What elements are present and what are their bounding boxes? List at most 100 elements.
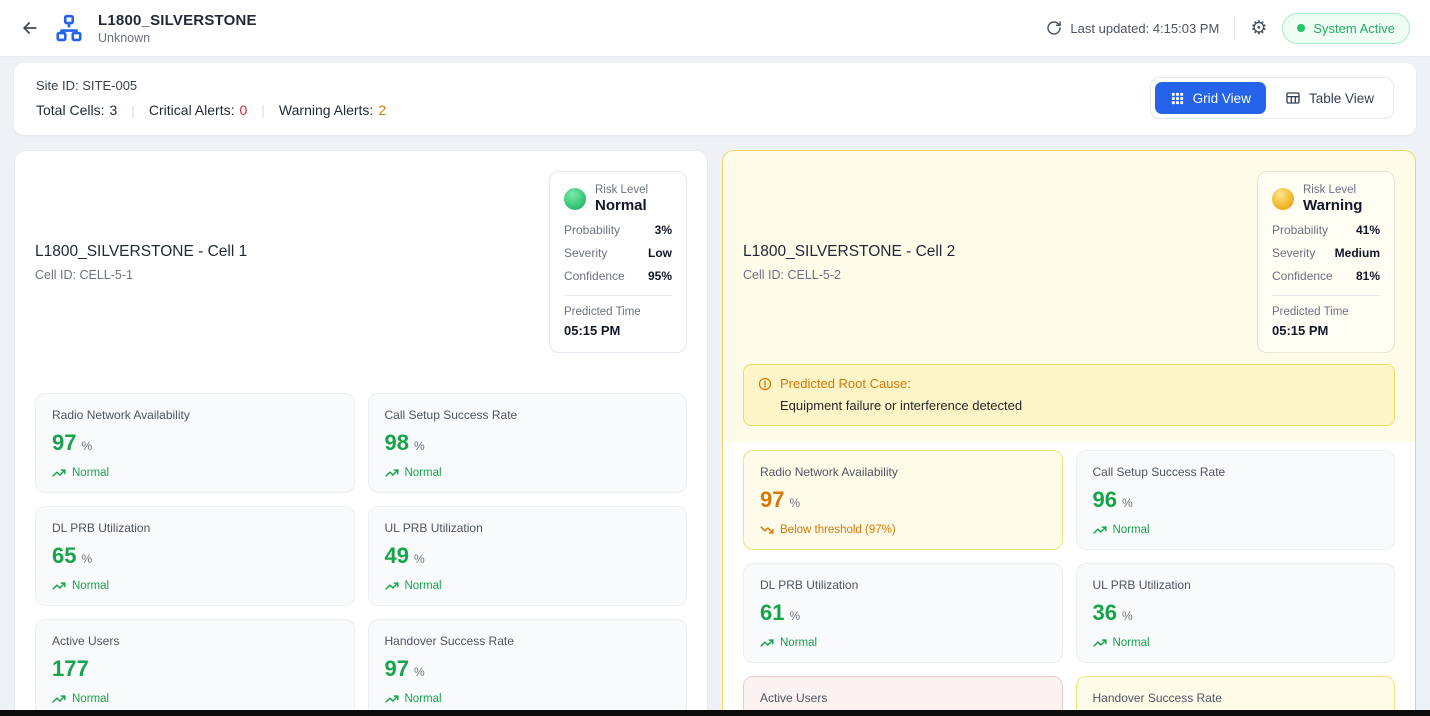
cell-title: L1800_SILVERSTONE - Cell 1 [35, 242, 248, 260]
metric-label: Radio Network Availability [760, 465, 898, 479]
risk-level-label: Risk Level [595, 184, 649, 196]
metric-status-text: Normal [404, 693, 442, 705]
alert-circle-icon [758, 377, 772, 390]
metric-status: Normal [384, 692, 671, 706]
trend-up-icon [52, 469, 66, 477]
metric-tile: Active Users 448 Above threshold (400) [743, 676, 1063, 716]
metric-status-text: Normal [72, 693, 110, 705]
metric-status: Normal [52, 692, 338, 706]
metric-value-row: 36 % [1093, 600, 1379, 626]
grid-icon [1171, 92, 1183, 104]
metric-status-text: Normal [780, 637, 818, 649]
divider: | [131, 102, 135, 118]
root-cause-description: Equipment failure or interference detect… [780, 398, 1023, 413]
predicted-time-value: 05:15 PM [1272, 323, 1329, 338]
risk-level-value: Warning [1303, 197, 1363, 214]
top-bar: L1800_SILVERSTONE Unknown Last updated: … [0, 0, 1430, 57]
metric-value-row: 65 % [52, 543, 338, 569]
metric-status-text: Below threshold (97%) [780, 524, 896, 536]
trend-down-icon [760, 526, 774, 534]
metric-status-text: Normal [72, 580, 110, 592]
site-info-bar: Site ID: SITE-005 Total Cells: 3 | Criti… [14, 63, 1416, 135]
metric-unit: % [1121, 609, 1133, 623]
metric-tile: Handover Success Rate 97 % Normal [367, 619, 687, 716]
divider [1234, 16, 1236, 40]
metric-tile: Radio Network Availability 97 % Below th… [743, 450, 1063, 550]
predicted-time-value: 05:15 PM [564, 323, 621, 338]
root-cause-alert: Predicted Root Cause: Equipment failure … [743, 364, 1395, 426]
risk-row: Confidence 95% [564, 269, 672, 283]
divider [1272, 295, 1380, 296]
risk-warning-icon [1272, 188, 1294, 210]
risk-row: Severity Medium [1272, 246, 1380, 260]
metric-value-row: 97 % [52, 430, 338, 456]
risk-level-label: Risk Level [1303, 184, 1357, 196]
site-id: Site ID: SITE-005 [36, 78, 138, 93]
metric-status: Normal [384, 466, 671, 480]
metric-value-row: 61 % [760, 600, 1046, 626]
metric-value: 36 [1092, 600, 1117, 625]
metric-status-text: Normal [1112, 524, 1150, 536]
risk-row: Probability 3% [564, 223, 672, 237]
critical-alerts-value: 0 [239, 102, 248, 118]
divider: | [261, 102, 265, 118]
metric-value-row: 96 % [1093, 487, 1379, 513]
metric-tile: UL PRB Utilization 36 % Normal [1075, 563, 1395, 663]
warning-alerts-stat: Warning Alerts: 2 [278, 102, 387, 118]
cell-card-1: L1800_SILVERSTONE - Cell 1 Cell ID: CELL… [14, 150, 708, 716]
metric-status: Normal [1092, 523, 1379, 537]
metric-tile: DL PRB Utilization 61 % Normal [743, 563, 1063, 663]
metric-status: Normal [52, 466, 338, 480]
metric-label: Radio Network Availability [52, 408, 190, 422]
metric-label: Active Users [760, 691, 828, 705]
risk-panel: Risk Level Normal Probability 3% Severity… [549, 171, 687, 353]
metric-unit: % [413, 439, 425, 453]
metric-label: UL PRB Utilization [384, 521, 483, 535]
metric-value-row: 97 % [385, 656, 671, 682]
arrow-left-icon [23, 22, 37, 34]
settings-button[interactable]: ⚙ [1250, 19, 1267, 38]
trend-up-icon [1092, 526, 1107, 534]
metric-label: DL PRB Utilization [52, 521, 151, 535]
cell-id: Cell ID: CELL-5-1 [35, 267, 133, 282]
metric-label: Active Users [52, 634, 120, 648]
green-dot-icon [1297, 24, 1306, 32]
metric-value: 49 [384, 543, 409, 568]
trend-up-icon [384, 469, 399, 477]
table-icon [1286, 92, 1300, 104]
cell-title: L1800_SILVERSTONE - Cell 2 [743, 242, 956, 260]
metric-tile: Call Setup Success Rate 98 % Normal [367, 393, 687, 493]
metric-tile: UL PRB Utilization 49 % Normal [367, 506, 687, 606]
system-status-label: System Active [1313, 20, 1395, 36]
metric-status-text: Normal [404, 467, 442, 479]
back-button[interactable] [20, 18, 40, 38]
risk-level-value: Normal [595, 197, 647, 214]
cell-card-2: L1800_SILVERSTONE - Cell 2 Cell ID: CELL… [722, 150, 1416, 716]
metric-value-row: 49 % [385, 543, 671, 569]
trend-up-icon [1092, 639, 1107, 647]
metric-value: 61 [760, 600, 785, 625]
root-cause-title: Predicted Root Cause: [780, 376, 911, 391]
metric-unit: % [789, 609, 801, 623]
trend-up-icon [760, 639, 774, 647]
metric-label: Call Setup Success Rate [384, 408, 518, 422]
predicted-time-label: Predicted Time [564, 306, 641, 318]
metrics-grid: Radio Network Availability 97 % Normal C… [15, 353, 707, 716]
metric-status-text: Normal [404, 580, 442, 592]
metric-tile: Radio Network Availability 97 % Normal [35, 393, 355, 493]
risk-row: Confidence 81% [1272, 269, 1380, 283]
metric-label: Call Setup Success Rate [1092, 465, 1226, 479]
predicted-time-label: Predicted Time [1272, 306, 1349, 318]
refresh-button[interactable] [1046, 20, 1062, 36]
cell-cards-row: L1800_SILVERSTONE - Cell 1 Cell ID: CELL… [14, 150, 1416, 716]
metric-tile: DL PRB Utilization 65 % Normal [35, 506, 355, 606]
page-title: L1800_SILVERSTONE [98, 11, 257, 29]
metric-status: Normal [384, 579, 671, 593]
table-view-button[interactable]: Table View [1270, 82, 1389, 114]
metric-status: Normal [52, 579, 338, 593]
metric-status: Normal [760, 636, 1046, 650]
metric-unit: % [1121, 496, 1133, 510]
metric-label: Handover Success Rate [1092, 691, 1222, 705]
system-status-badge: System Active [1282, 12, 1410, 44]
grid-view-button[interactable]: Grid View [1154, 82, 1266, 114]
